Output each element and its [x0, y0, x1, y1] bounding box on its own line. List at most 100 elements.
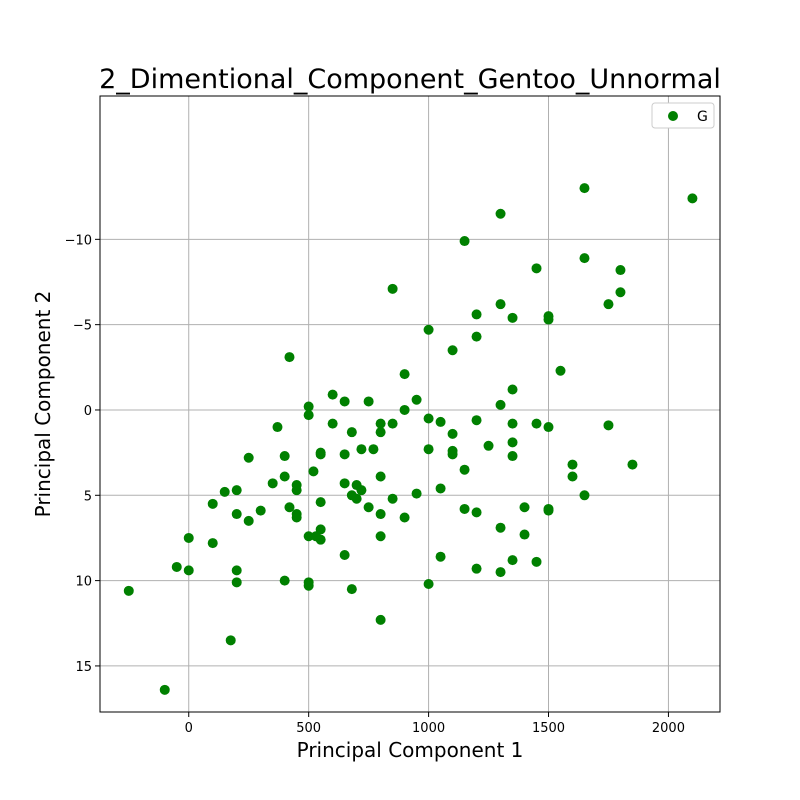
- data-point: [579, 490, 590, 501]
- data-point: [327, 418, 338, 429]
- data-point: [183, 565, 194, 576]
- data-point: [303, 401, 314, 412]
- x-tick-label: 500: [296, 721, 321, 736]
- data-point: [308, 466, 319, 477]
- data-point: [231, 565, 242, 576]
- data-point: [387, 493, 398, 504]
- data-point: [243, 452, 254, 463]
- data-point: [387, 418, 398, 429]
- data-point: [368, 444, 379, 455]
- data-point: [303, 410, 314, 421]
- data-point: [279, 575, 290, 586]
- data-point: [555, 365, 566, 376]
- data-point: [615, 265, 626, 276]
- data-point: [207, 498, 218, 509]
- data-point: [507, 312, 518, 323]
- legend-box: [651, 102, 715, 129]
- chart-title: 2_Dimentional_Component_Gentoo_Unnormal: [99, 64, 721, 95]
- data-point: [471, 331, 482, 342]
- data-point: [207, 538, 218, 549]
- data-point: [507, 555, 518, 566]
- data-point: [219, 486, 230, 497]
- data-point: [375, 418, 386, 429]
- x-tick-label: 2000: [652, 721, 685, 736]
- data-point: [603, 420, 614, 431]
- y-tick-label: 15: [75, 660, 92, 675]
- data-point: [543, 314, 554, 325]
- data-point: [363, 502, 374, 513]
- data-point: [183, 532, 194, 543]
- data-point: [471, 309, 482, 320]
- data-point: [435, 416, 446, 427]
- data-point: [399, 404, 410, 415]
- data-point: [507, 451, 518, 462]
- data-point: [243, 515, 254, 526]
- data-point: [315, 449, 326, 460]
- data-point: [531, 263, 542, 274]
- data-point: [495, 399, 506, 410]
- data-point: [459, 503, 470, 514]
- data-point: [375, 471, 386, 482]
- data-point: [495, 567, 506, 578]
- data-point: [507, 418, 518, 429]
- data-points: [123, 183, 698, 695]
- data-point: [519, 502, 530, 513]
- data-point: [567, 459, 578, 470]
- data-point: [471, 563, 482, 574]
- data-point: [123, 585, 134, 596]
- data-point: [579, 183, 590, 194]
- data-point: [339, 478, 350, 489]
- plot-frame: [99, 95, 721, 713]
- data-point: [267, 478, 278, 489]
- data-point: [346, 427, 357, 438]
- data-point: [291, 512, 302, 523]
- data-point: [272, 422, 283, 433]
- data-point: [447, 449, 458, 460]
- data-point: [375, 427, 386, 438]
- data-point: [531, 556, 542, 567]
- data-point: [375, 614, 386, 625]
- data-point: [483, 440, 494, 451]
- data-point: [225, 635, 236, 646]
- data-point: [303, 580, 314, 591]
- data-point: [315, 534, 326, 545]
- x-tick-label: 0: [185, 721, 193, 736]
- data-point: [171, 561, 182, 572]
- data-point: [284, 502, 295, 513]
- y-tick-label: 0: [84, 404, 92, 419]
- data-point: [363, 396, 374, 407]
- data-point: [423, 413, 434, 424]
- data-point: [531, 418, 542, 429]
- data-point: [231, 485, 242, 496]
- data-point: [687, 193, 698, 204]
- data-point: [579, 253, 590, 264]
- data-point: [231, 577, 242, 588]
- data-point: [411, 488, 422, 499]
- data-point: [346, 584, 357, 595]
- data-point: [339, 550, 350, 561]
- data-point: [471, 415, 482, 426]
- data-point: [399, 369, 410, 380]
- data-point: [543, 505, 554, 516]
- data-point: [603, 299, 614, 310]
- data-point: [291, 485, 302, 496]
- data-point: [315, 497, 326, 508]
- data-point: [507, 384, 518, 395]
- data-point: [279, 471, 290, 482]
- y-axis-label: Principal Component 2: [31, 291, 55, 518]
- legend-label: G: [697, 109, 708, 125]
- x-tick-label: 1000: [412, 721, 445, 736]
- x-axis-label: Principal Component 1: [297, 738, 524, 762]
- data-point: [495, 522, 506, 533]
- data-point: [447, 345, 458, 356]
- data-point: [375, 509, 386, 520]
- data-point: [327, 389, 338, 400]
- data-point: [507, 437, 518, 448]
- data-point: [387, 283, 398, 294]
- axis-ticks: 0 500 1000 1500 2000 −10 −5 0 5 10 15: [65, 233, 685, 736]
- data-point: [447, 428, 458, 439]
- data-point: [411, 394, 422, 405]
- y-tick-label: −5: [73, 319, 92, 334]
- data-point: [459, 464, 470, 475]
